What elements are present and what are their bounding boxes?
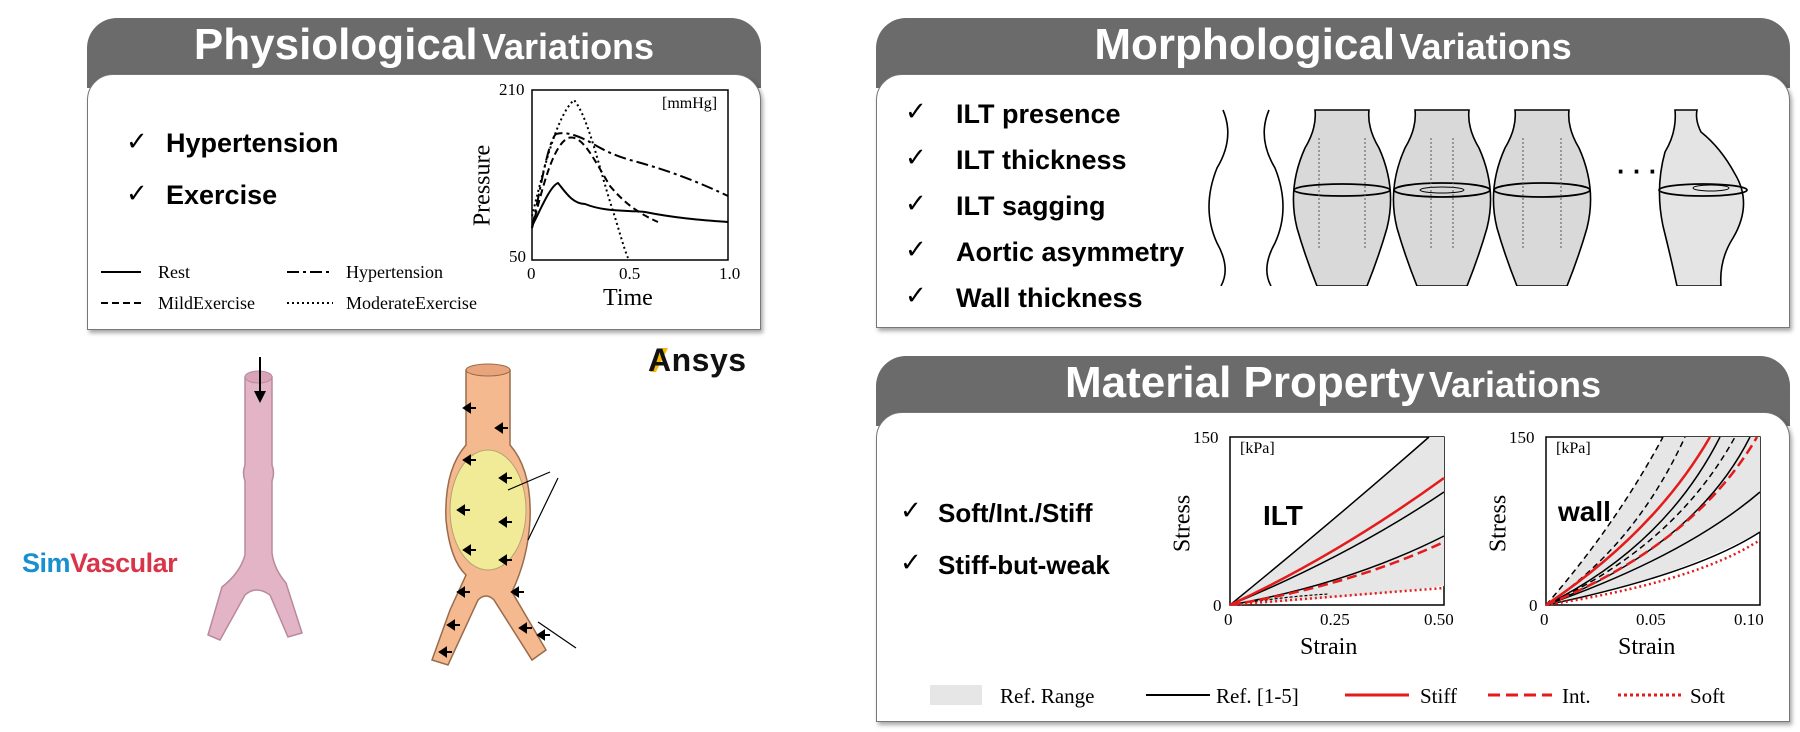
shapes-ellipsis: · · ·	[1617, 156, 1658, 186]
material-legend	[930, 685, 1682, 705]
legend-label-soft: Soft	[1690, 684, 1726, 708]
ansys-aorta-model	[431, 363, 577, 666]
check-icon: ✓	[900, 548, 922, 578]
ilt-y-top: 150	[1193, 428, 1219, 447]
aneurysm-shape-2	[1292, 109, 1392, 286]
aneurysm-shape-5	[1658, 109, 1748, 286]
wall-xtick-0: 0	[1540, 610, 1549, 629]
simvascular-logo-vascular: Vascular	[70, 548, 178, 578]
material-item-stiff-but-weak: Stiff-but-weak	[938, 550, 1110, 580]
legend-label-ref-lines: Ref. [1-5]	[1216, 684, 1299, 708]
pressure-y-bottom: 50	[509, 247, 526, 266]
wall-stress-chart	[1545, 436, 1761, 606]
ilt-ref-line-2	[1229, 491, 1445, 606]
ilt-chart-label: ILT	[1263, 500, 1303, 531]
legend-ref-range-swatch	[930, 685, 982, 705]
morph-item-ilt-sagging: ILT sagging	[956, 191, 1106, 221]
ilt-ref-line-3	[1229, 535, 1445, 606]
material-item-soft-int-stiff: Soft/Int./Stiff	[938, 498, 1093, 528]
wall-int-curve	[1545, 436, 1759, 606]
ilt-unit: [kPa]	[1240, 440, 1275, 457]
ansys-logo-mark	[650, 348, 668, 372]
legend-label-moderate: ModerateExercise	[346, 293, 477, 313]
legend-label-hypertension: Hypertension	[346, 262, 443, 282]
pressure-xtick-0: 0	[527, 264, 536, 283]
ilt-int-curve	[1229, 540, 1445, 606]
ansys-logo: Ansys	[648, 342, 747, 378]
ilt-ref-line-1	[1229, 436, 1430, 606]
check-icon: ✓	[905, 97, 927, 127]
ilt-stiff-curve	[1229, 476, 1445, 606]
wall-ylabel: Stress	[1485, 494, 1512, 553]
ilt-xlabel: Strain	[1300, 634, 1358, 660]
ilt-xtick-2: 0.50	[1424, 610, 1454, 629]
ilt-ylabel: Stress	[1169, 494, 1196, 553]
morph-item-wall-thickness: Wall thickness	[956, 283, 1143, 313]
wall-ref-range	[1546, 437, 1760, 605]
physiological-title: Physiological Variations	[193, 20, 655, 69]
morph-item-ilt-thickness: ILT thickness	[956, 145, 1127, 175]
aneurysm-shapes	[1208, 109, 1748, 286]
simvascular-logo-sim: Sim	[22, 548, 71, 578]
legend-label-int: Int.	[1562, 684, 1591, 708]
pressure-ylabel: Pressure	[469, 144, 496, 227]
wall-xtick-1: 0.05	[1636, 610, 1666, 629]
wall-xtick-2: 0.10	[1734, 610, 1764, 629]
check-icon: ✓	[905, 143, 927, 173]
pressure-xlabel: Time	[603, 285, 653, 311]
aneurysm-shape-4	[1492, 109, 1592, 286]
physio-item-hypertension: Hypertension	[166, 128, 339, 158]
curve-hypertension	[531, 132, 729, 229]
check-icon: ✓	[126, 127, 148, 157]
legend-label-mild: MildExercise	[158, 293, 255, 313]
ilt-stress-chart	[1229, 436, 1445, 606]
aneurysm-shape-3	[1392, 109, 1492, 286]
legend-label-ref-range: Ref. Range	[1000, 684, 1095, 708]
ilt-xtick-0: 0	[1224, 610, 1233, 629]
physiological-panel	[87, 74, 761, 330]
check-icon: ✓	[900, 496, 922, 526]
pressure-xtick-2: 1.0	[719, 264, 741, 283]
pressure-unit: [mmHg]	[662, 95, 718, 112]
curve-mild	[531, 136, 659, 229]
wall-y-top: 150	[1509, 428, 1535, 447]
pressure-y-top: 210	[499, 80, 525, 99]
simvascular-logo: SimVascular	[22, 548, 178, 579]
ilt-xtick-1: 0.25	[1320, 610, 1350, 629]
ilt-y-bottom: 0	[1213, 596, 1222, 615]
morph-item-aortic-asymmetry: Aortic asymmetry	[956, 237, 1185, 267]
legend-label-stiff: Stiff	[1420, 684, 1457, 708]
simvascular-aorta-model	[207, 357, 303, 641]
check-icon: ✓	[905, 189, 927, 219]
curve-rest	[531, 181, 729, 227]
check-icon: ✓	[905, 281, 927, 311]
physio-legend	[101, 271, 333, 304]
morph-item-ilt-presence: ILT presence	[956, 99, 1121, 129]
wall-chart-label: wall	[1558, 496, 1611, 527]
morphological-title: Morphological Variations	[1094, 20, 1572, 69]
pressure-xtick-1: 0.5	[619, 264, 641, 283]
physio-item-exercise: Exercise	[166, 180, 278, 210]
wall-unit: [kPa]	[1556, 440, 1591, 457]
wall-stiff-curve	[1545, 436, 1712, 606]
check-icon: ✓	[905, 235, 927, 265]
wall-y-bottom: 0	[1529, 596, 1538, 615]
pressure-chart	[531, 89, 729, 261]
check-icon: ✓	[126, 179, 148, 209]
wall-soft-curve	[1545, 538, 1761, 606]
material-title: Material Property Variations	[1065, 358, 1601, 407]
ilt-soft-curve	[1229, 586, 1445, 606]
wall-xlabel: Strain	[1618, 634, 1676, 660]
legend-label-rest: Rest	[158, 262, 191, 282]
